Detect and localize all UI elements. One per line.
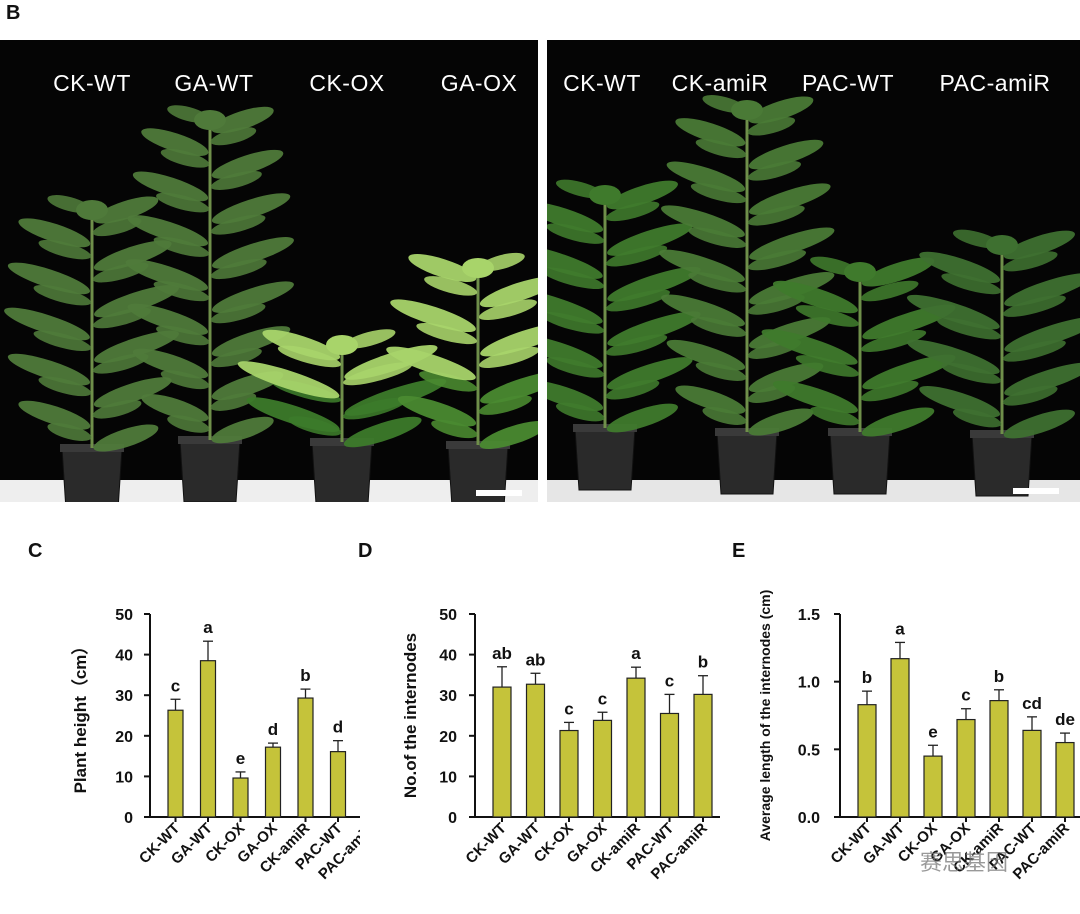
- significance-letter: ab: [492, 644, 512, 663]
- y-tick-label: 40: [439, 648, 457, 665]
- significance-letter: e: [236, 749, 245, 768]
- bar: [329, 751, 347, 818]
- bar: [592, 719, 613, 818]
- y-tick-label: 0.5: [798, 742, 820, 759]
- plant-label-ck-amir: CK-amiR: [671, 70, 769, 96]
- panel-letter-b: B: [6, 2, 21, 24]
- significance-letter: b: [698, 653, 708, 672]
- watermark-text: 赛思基因: [920, 850, 1009, 875]
- bar: [659, 712, 680, 818]
- plant-label-pac-amir: PAC-amiR: [939, 70, 1051, 96]
- y-tick-label: 1.5: [798, 607, 820, 624]
- panel-letter-c: C: [28, 540, 43, 562]
- significance-letter: e: [928, 722, 937, 741]
- plant-label-pac-wt: PAC-WT: [801, 70, 895, 96]
- significance-letter: b: [862, 668, 872, 687]
- bar: [693, 693, 713, 818]
- y-axis-label: Plant height（cm）: [70, 638, 90, 794]
- plant-label-ga-wt: GA-WT: [174, 70, 254, 96]
- significance-letter: b: [994, 667, 1004, 686]
- significance-letter: d: [333, 718, 343, 737]
- plant-ck-wt-right: [547, 179, 701, 491]
- plants-right-drawing: [547, 95, 1080, 502]
- bar: [890, 658, 910, 818]
- bar: [923, 755, 943, 818]
- plant-label-ck-wt-left: CK-WT: [53, 70, 131, 96]
- photo-right: [547, 40, 1080, 502]
- bar: [297, 697, 314, 818]
- significance-letter: c: [961, 686, 970, 705]
- significance-letter: c: [564, 699, 573, 718]
- bar: [167, 709, 184, 818]
- y-tick-label: 1.0: [798, 675, 820, 692]
- scale-bar-left: [476, 490, 522, 496]
- bar: [232, 777, 249, 818]
- significance-letter: ab: [526, 650, 546, 669]
- photo-left: [0, 40, 538, 502]
- significance-letter: de: [1055, 710, 1075, 729]
- bar: [559, 729, 579, 818]
- significance-letter: c: [171, 676, 180, 695]
- y-tick-label: 50: [115, 607, 133, 624]
- bar: [1022, 729, 1042, 818]
- significance-letter: cd: [1022, 694, 1042, 713]
- y-tick-label: 20: [115, 729, 133, 746]
- y-axis-label: No.of the internodes: [401, 633, 420, 798]
- significance-letter: a: [631, 644, 641, 663]
- plant-ck-ox: [237, 329, 447, 502]
- bar: [1055, 741, 1075, 818]
- y-tick-label: 10: [439, 769, 457, 786]
- plant-ck-wt-left: [4, 195, 179, 502]
- y-tick-label: 0: [448, 810, 457, 827]
- significance-letter: c: [665, 671, 674, 690]
- significance-letter: a: [203, 618, 213, 637]
- y-tick-label: 30: [115, 688, 133, 705]
- significance-letter: a: [895, 619, 905, 638]
- significance-letter: c: [598, 689, 607, 708]
- chart-internode-length: Average length of the internodes (cm) 0.0…: [740, 530, 1080, 909]
- bar: [857, 704, 877, 818]
- plant-pac-wt: [761, 256, 956, 495]
- y-tick-label: 0: [124, 810, 133, 827]
- plant-ga-wt: [125, 105, 294, 502]
- plant-label-ga-ox: GA-OX: [440, 70, 518, 96]
- y-tick-label: 50: [439, 607, 457, 624]
- bar: [626, 677, 646, 818]
- bar: [525, 683, 546, 818]
- bar: [264, 746, 282, 818]
- bar: [956, 718, 976, 818]
- y-tick-label: 30: [439, 688, 457, 705]
- y-axis-label: Average length of the internodes (cm): [757, 590, 773, 842]
- panel-letter-e: E: [732, 540, 746, 562]
- chart-internode-number: No.of the internodes 0 10 20 30 40 50 ab CK-WT ab…: [390, 530, 720, 909]
- plants-left-drawing: [0, 105, 538, 502]
- significance-letter: b: [300, 666, 310, 685]
- y-tick-label: 20: [439, 729, 457, 746]
- y-tick-label: 0.0: [798, 810, 820, 827]
- plant-pac-amir: [906, 229, 1080, 497]
- scale-bar-right: [1013, 488, 1059, 494]
- plant-ga-ox: [386, 252, 538, 502]
- plant-label-ck-ox: CK-OX: [309, 70, 385, 96]
- y-tick-label: 40: [115, 648, 133, 665]
- bar: [199, 660, 217, 818]
- bar: [492, 686, 512, 818]
- y-tick-label: 10: [115, 769, 133, 786]
- plant-label-ck-wt-right: CK-WT: [563, 70, 641, 96]
- panel-letter-d: D: [358, 540, 373, 562]
- bar: [989, 700, 1009, 818]
- significance-letter: d: [268, 720, 278, 739]
- chart-plant-height: Plant height（cm） 0 10 20 30 40 50 c CK-WT a GA-WT e…: [60, 530, 386, 909]
